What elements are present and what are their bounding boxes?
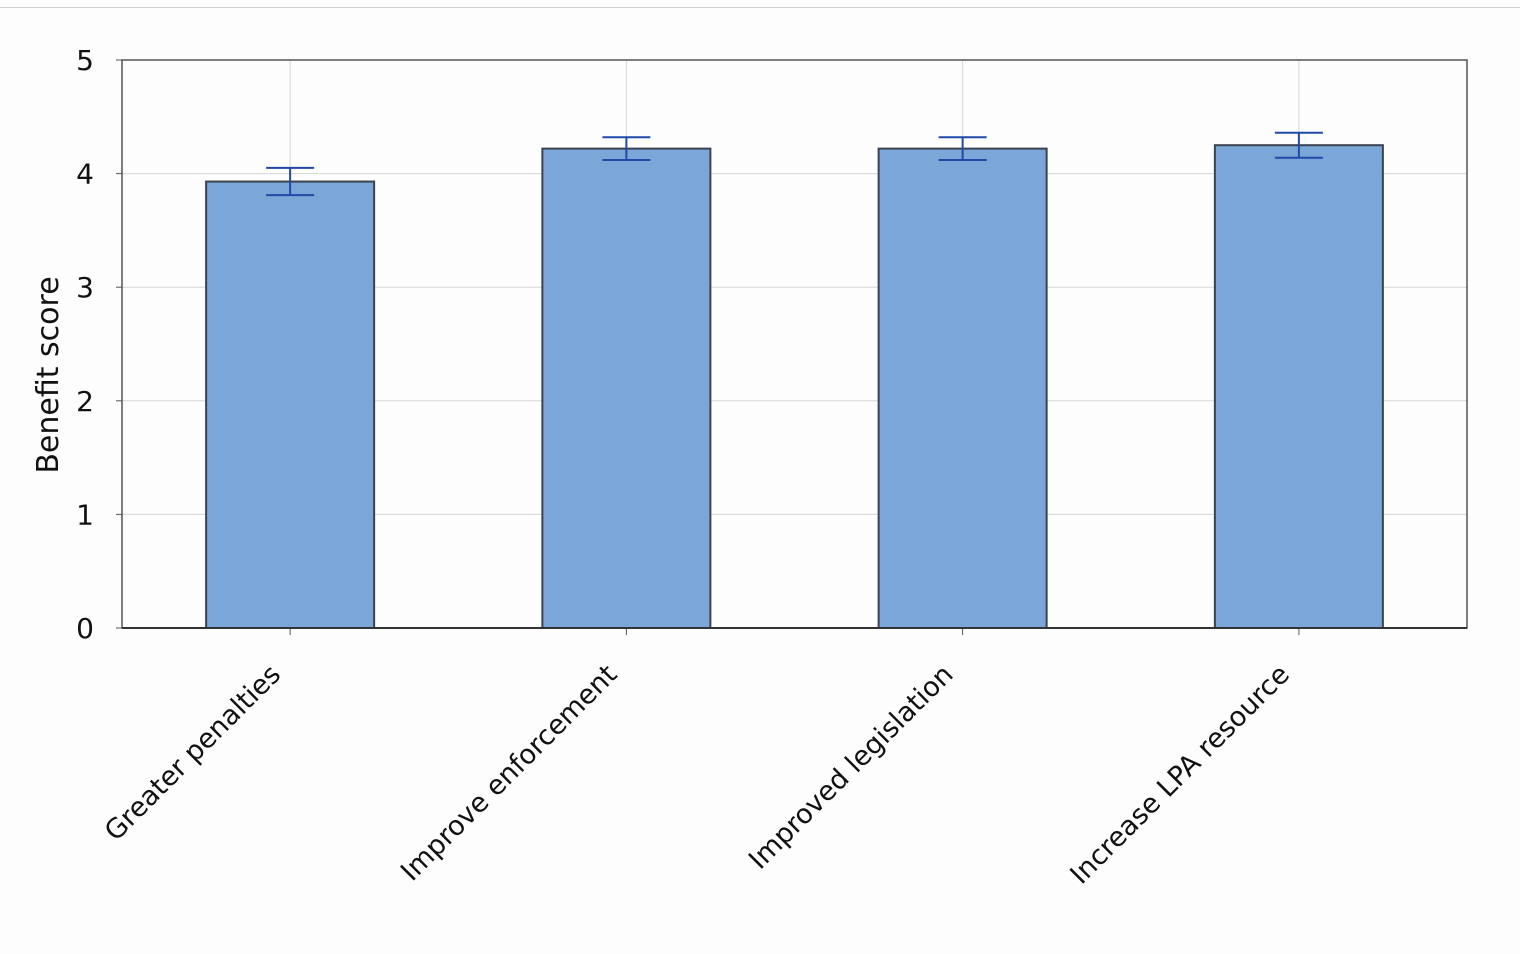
y-tick-label: 1	[76, 498, 94, 531]
x-tick-label: Improve enforcement	[395, 659, 623, 887]
bar	[877, 147, 1048, 629]
x-tick-label: Improved legislation	[743, 659, 960, 876]
y-tick-label: 5	[76, 44, 94, 77]
bars	[205, 144, 1384, 629]
error-bars	[266, 131, 1323, 197]
plot-frame	[116, 59, 1468, 635]
top-divider	[0, 7, 1520, 8]
bar	[205, 180, 376, 629]
y-axis-title: Benefit score	[31, 276, 66, 473]
y-tick-label: 2	[76, 385, 94, 418]
bar	[1213, 144, 1384, 629]
y-tick-label: 0	[76, 612, 94, 645]
y-tick-label: 4	[76, 158, 94, 191]
bar	[541, 147, 712, 629]
y-tick-label: 3	[76, 271, 94, 304]
x-tick-label: Greater penalties	[99, 659, 287, 847]
x-tick-label: Increase LPA resource	[1064, 659, 1295, 890]
x-tick-labels: Greater penalties Improve enforcement Impr…	[99, 659, 1296, 890]
y-tick-labels: 0 1 2 3 4 5	[76, 44, 94, 645]
